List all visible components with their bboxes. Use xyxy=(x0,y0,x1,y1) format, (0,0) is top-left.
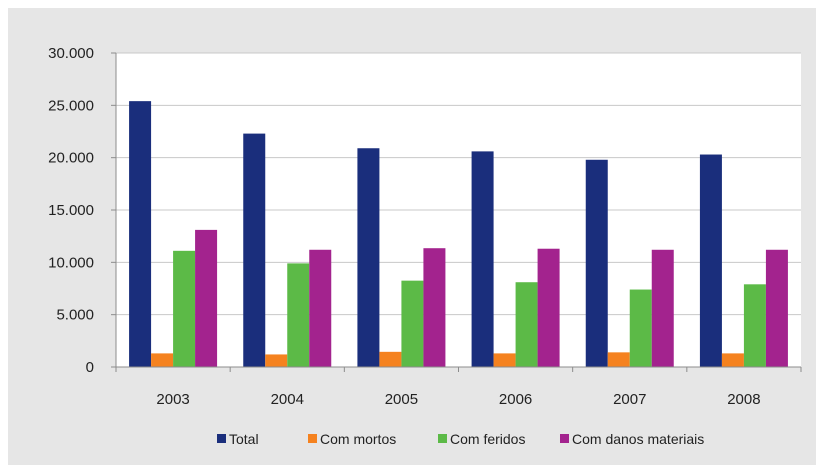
y-tick-labels: 0 5.000 10.000 15.000 20.000 25.000 30.000 xyxy=(48,45,94,376)
axes xyxy=(111,52,802,372)
bar-com-mortos-2004 xyxy=(265,354,288,367)
bar-com-danos-materiais-2006 xyxy=(537,248,560,367)
bar-total-2008 xyxy=(699,154,722,367)
legend-label: Com feridos xyxy=(450,431,525,447)
bar-com-mortos-2005 xyxy=(379,351,402,367)
y-tick-label: 30.000 xyxy=(48,45,94,62)
legend-swatch xyxy=(560,434,569,443)
legend-label: Total xyxy=(229,431,259,447)
y-tick-label: 20.000 xyxy=(48,150,94,167)
bar-chart: 0 5.000 10.000 15.000 20.000 25.000 30.000 200… xyxy=(48,45,802,447)
chart-panel: 0 5.000 10.000 15.000 20.000 25.000 30.000 200… xyxy=(8,8,816,465)
legend-label: Com mortos xyxy=(320,431,396,447)
bar-total-2006 xyxy=(471,151,494,367)
bar-com-danos-materiais-2003 xyxy=(195,229,218,367)
legend-label: Com danos materiais xyxy=(572,431,704,447)
x-tick-label: 2008 xyxy=(727,391,760,408)
bar-com-feridos-2006 xyxy=(515,282,538,367)
x-tick-label: 2007 xyxy=(613,391,646,408)
bar-com-danos-materiais-2007 xyxy=(651,249,674,367)
bar-com-feridos-2005 xyxy=(401,280,424,367)
y-tick-label: 10.000 xyxy=(48,254,94,271)
bar-com-feridos-2003 xyxy=(173,250,196,367)
x-tick-labels: 2003 2004 2005 2006 2007 2008 xyxy=(156,391,760,408)
bar-total-2005 xyxy=(357,148,380,367)
x-tick-label: 2006 xyxy=(499,391,532,408)
bar-total-2004 xyxy=(243,133,266,367)
gridlines xyxy=(116,52,801,316)
bar-com-danos-materiais-2005 xyxy=(423,248,446,367)
bar-com-mortos-2008 xyxy=(721,353,744,367)
y-tick-label: 5.000 xyxy=(56,307,94,324)
legend: Total Com mortos Com feridos Com danos mate… xyxy=(217,431,704,447)
bar-com-mortos-2007 xyxy=(607,352,630,367)
bar-com-feridos-2008 xyxy=(743,284,766,367)
bar-com-danos-materiais-2004 xyxy=(309,249,332,367)
x-tick-label: 2005 xyxy=(385,391,418,408)
y-tick-label: 0 xyxy=(86,359,94,376)
bar-total-2007 xyxy=(585,159,608,367)
legend-swatch xyxy=(438,434,447,443)
legend-swatch xyxy=(217,434,226,443)
bar-com-feridos-2007 xyxy=(629,289,652,367)
bar-com-danos-materiais-2008 xyxy=(765,249,788,367)
y-tick-label: 15.000 xyxy=(48,202,94,219)
bar-com-mortos-2003 xyxy=(151,353,174,367)
bars xyxy=(129,101,788,367)
x-tick-label: 2004 xyxy=(271,391,304,408)
legend-swatch xyxy=(308,434,317,443)
x-tick-label: 2003 xyxy=(156,391,189,408)
bar-com-feridos-2004 xyxy=(287,263,310,367)
bar-com-mortos-2006 xyxy=(493,353,516,367)
y-tick-label: 25.000 xyxy=(48,97,94,114)
bar-total-2003 xyxy=(129,101,152,367)
